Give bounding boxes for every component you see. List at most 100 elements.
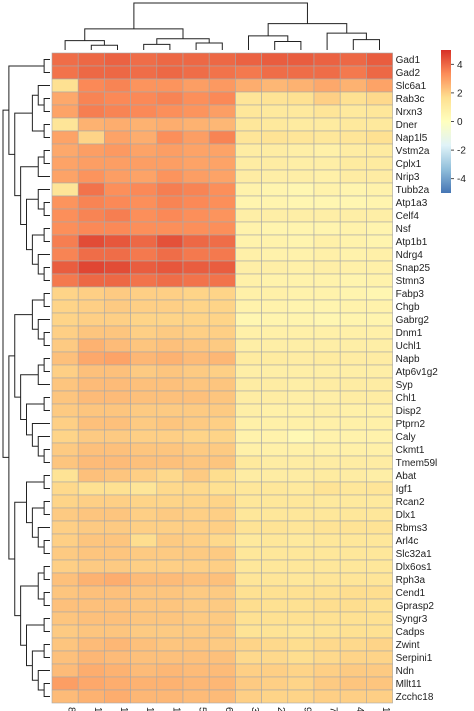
heatmap-cell <box>235 442 262 457</box>
heatmap-cell <box>77 260 105 275</box>
heatmap-cell <box>235 65 262 80</box>
heatmap-cell <box>235 260 262 275</box>
heatmap-cell <box>77 611 105 626</box>
heatmap-cell <box>339 325 367 340</box>
heatmap-cell <box>287 234 315 249</box>
heatmap-cell <box>235 416 262 431</box>
heatmap-cell <box>261 637 289 652</box>
heatmap-cell <box>182 338 210 353</box>
heatmap-cell <box>208 247 236 262</box>
heatmap-cell <box>235 52 262 67</box>
heatmap-cell <box>77 481 105 496</box>
colorbar-tick-label: -2 <box>457 146 466 157</box>
heatmap-cell <box>287 169 315 184</box>
heatmap-cell <box>130 104 158 119</box>
row-dendrogram-branch <box>26 403 45 436</box>
row-dendrogram-branch <box>43 566 50 580</box>
heatmap-cell <box>261 455 289 470</box>
row-label: Igf1 <box>396 484 413 495</box>
heatmap-cell <box>339 221 367 236</box>
heatmap-cell <box>130 117 158 132</box>
heatmap-cell <box>339 169 367 184</box>
row-label: Nsf <box>396 224 411 235</box>
column-dendrogram-branch <box>195 42 223 50</box>
heatmap-cell <box>208 377 236 392</box>
row-label: Atp1b1 <box>396 237 428 248</box>
heatmap-cell <box>51 546 79 561</box>
heatmap-cell <box>51 130 79 145</box>
heatmap-cell <box>77 104 105 119</box>
heatmap-cell <box>104 325 131 340</box>
heatmap-cell <box>208 390 236 405</box>
heatmap-cell <box>182 130 210 145</box>
heatmap-cell <box>313 104 341 119</box>
heatmap-cell <box>77 676 105 691</box>
heatmap-cell <box>261 689 289 704</box>
heatmap-cell <box>208 611 236 626</box>
heatmap-cell <box>366 234 393 249</box>
heatmap-cell <box>235 429 262 444</box>
row-label: Atp6v1g2 <box>396 367 439 378</box>
heatmap-cell <box>287 403 315 418</box>
heatmap-cell <box>51 182 79 197</box>
heatmap-cell <box>366 377 393 392</box>
heatmap-cell <box>208 650 236 665</box>
heatmap-cell <box>208 403 236 418</box>
heatmap-cell <box>208 585 236 600</box>
heatmap-cell <box>313 546 341 561</box>
heatmap-cell <box>182 117 210 132</box>
heatmap-cell <box>51 234 79 249</box>
row-dendrogram-branch <box>43 592 50 606</box>
heatmap-cell <box>156 260 184 275</box>
heatmap-cell <box>208 182 236 197</box>
heatmap-cell <box>104 546 131 561</box>
heatmap-cell <box>156 104 184 119</box>
heatmap-cell <box>104 390 131 405</box>
column-dendrogram-branch <box>133 2 308 29</box>
heatmap-cell <box>339 520 367 535</box>
heatmap-cell <box>156 338 184 353</box>
heatmap-cell <box>77 221 105 236</box>
heatmap-cell <box>104 650 131 665</box>
heatmap-cell <box>339 260 367 275</box>
heatmap-cell <box>339 156 367 171</box>
heatmap-cell <box>261 117 289 132</box>
heatmap-cell <box>156 403 184 418</box>
heatmap-cell <box>339 689 367 704</box>
heatmap-cell <box>261 273 289 288</box>
heatmap-cell <box>208 208 236 223</box>
row-dendrogram-branch <box>2 109 9 458</box>
heatmap-cell <box>287 416 315 431</box>
heatmap-cell <box>104 65 131 80</box>
row-dendrogram-branch <box>43 124 50 138</box>
heatmap-cell <box>130 351 158 366</box>
row-dendrogram-branch <box>43 267 50 281</box>
heatmap-cell <box>182 533 210 548</box>
column-label: 4 <box>354 707 365 711</box>
heatmap-cell <box>339 182 367 197</box>
heatmap-cell <box>156 390 184 405</box>
heatmap-cell <box>130 338 158 353</box>
heatmap-cell <box>51 468 79 483</box>
heatmap-cell <box>366 312 393 327</box>
heatmap-cell <box>156 364 184 379</box>
heatmap-cell <box>104 494 131 509</box>
heatmap-cell <box>130 364 158 379</box>
row-label: Dnm1 <box>396 328 423 339</box>
heatmap-cell <box>261 403 289 418</box>
heatmap-cell <box>130 169 158 184</box>
heatmap-cell <box>51 143 79 158</box>
heatmap-cell <box>366 494 393 509</box>
heatmap-cell <box>339 286 367 301</box>
heatmap-cell <box>208 520 236 535</box>
heatmap-cell <box>339 611 367 626</box>
heatmap-cell <box>287 221 315 236</box>
heatmap-cell <box>130 260 158 275</box>
row-label: Cplx1 <box>396 159 422 170</box>
heatmap-cell <box>130 390 158 405</box>
colorbar-tick-label: 4 <box>457 60 463 71</box>
heatmap-cell <box>77 247 105 262</box>
heatmap-cell <box>182 182 210 197</box>
heatmap-cell <box>77 377 105 392</box>
heatmap-cell <box>156 624 184 639</box>
